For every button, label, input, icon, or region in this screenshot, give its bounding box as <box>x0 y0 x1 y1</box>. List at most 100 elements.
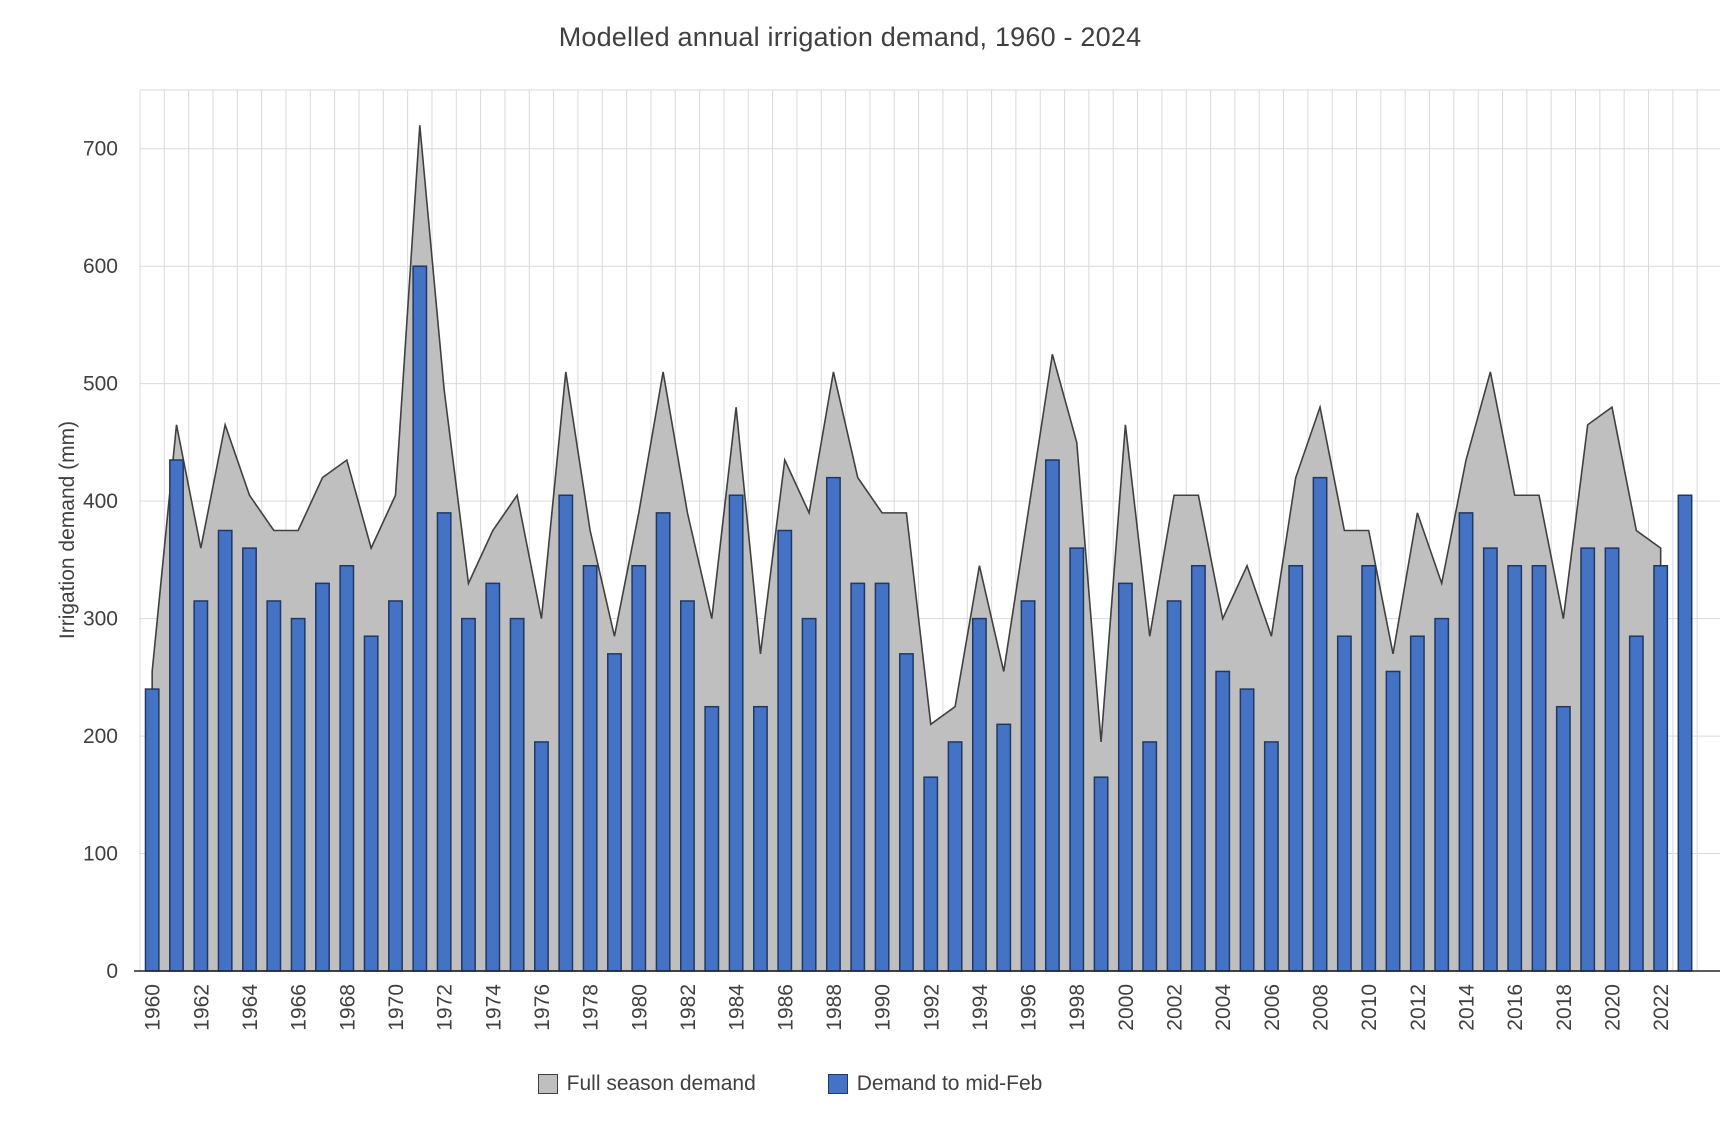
x-tick-label: 1978 <box>580 984 603 1031</box>
bar-demand-mid-feb <box>1239 688 1255 972</box>
bar-demand-mid-feb <box>971 617 987 972</box>
bar-demand-mid-feb <box>1288 564 1304 972</box>
bar-demand-mid-feb <box>1142 741 1158 972</box>
bar-demand-mid-feb <box>1580 547 1596 972</box>
bar-demand-mid-feb <box>193 600 209 972</box>
bar-demand-mid-feb <box>315 582 330 972</box>
bar-demand-mid-feb <box>728 494 744 972</box>
x-tick-label: 2018 <box>1553 984 1576 1031</box>
x-tick-label: 1960 <box>142 984 165 1031</box>
bar-demand-mid-feb <box>1482 547 1498 972</box>
bar-demand-mid-feb <box>947 741 963 972</box>
bar-demand-mid-feb <box>825 476 841 972</box>
x-tick-label: 2010 <box>1358 984 1381 1031</box>
bar-demand-mid-feb <box>436 512 452 972</box>
x-tick-label: 1970 <box>385 984 408 1031</box>
bar-demand-mid-feb <box>1069 547 1085 972</box>
legend-label-full-season: Full season demand <box>566 1072 756 1095</box>
chart-title: Modelled annual irrigation demand, 1960 … <box>558 22 1142 52</box>
bar-demand-mid-feb <box>680 600 695 972</box>
bar-demand-mid-feb <box>1361 564 1377 972</box>
bar-demand-mid-feb <box>631 564 647 972</box>
x-tick-label: 1980 <box>628 984 651 1031</box>
bar-demand-mid-feb <box>1434 617 1450 972</box>
bar-demand-mid-feb <box>363 635 379 972</box>
bar-demand-mid-feb <box>1409 635 1425 972</box>
bar-demand-mid-feb <box>1020 600 1036 972</box>
x-tick-label: 1972 <box>434 984 457 1031</box>
bar-demand-mid-feb <box>655 512 671 972</box>
bar-demand-mid-feb <box>1117 582 1133 972</box>
bar-demand-mid-feb <box>704 705 720 972</box>
bar-demand-mid-feb <box>923 776 939 972</box>
bar-demand-mid-feb <box>144 688 160 972</box>
bar-demand-mid-feb <box>1093 776 1109 972</box>
bar-demand-mid-feb <box>1044 459 1060 972</box>
bar-demand-mid-feb <box>1166 600 1182 972</box>
bar-demand-mid-feb <box>558 494 574 972</box>
bar-demand-mid-feb <box>242 547 257 972</box>
x-tick-label: 1968 <box>336 984 359 1031</box>
x-tick-label: 1992 <box>920 984 943 1031</box>
bar-demand-mid-feb <box>461 617 476 972</box>
bar-demand-mid-feb <box>1628 635 1644 972</box>
bar-demand-mid-feb <box>752 705 768 972</box>
legend-swatch-bar-icon <box>827 1074 848 1094</box>
x-tick-label: 2012 <box>1407 984 1430 1031</box>
x-tick-label: 1988 <box>823 984 846 1031</box>
bar-demand-mid-feb <box>607 653 622 972</box>
bar-demand-mid-feb <box>1263 741 1279 972</box>
bar-demand-mid-feb <box>1336 635 1352 972</box>
x-tick-label: 2006 <box>1261 984 1284 1031</box>
bar-demand-mid-feb <box>1653 564 1669 972</box>
bar-demand-mid-feb <box>388 600 403 972</box>
y-tick-label: 100 <box>83 843 118 866</box>
y-tick-label: 500 <box>83 373 118 396</box>
legend: Full season demand Demand to mid-Feb <box>0 1072 1580 1096</box>
legend-item-mid-feb: Demand to mid-Feb <box>827 1072 1043 1096</box>
y-tick-label: 0 <box>106 960 118 983</box>
bar-demand-mid-feb <box>1555 705 1571 972</box>
x-tick-label: 1998 <box>1066 984 1089 1031</box>
x-tick-label: 1990 <box>872 984 895 1031</box>
bar-demand-mid-feb <box>509 617 525 972</box>
x-tick-label: 2020 <box>1602 984 1625 1031</box>
y-axis-title: Irrigation demand (mm) <box>56 420 79 640</box>
x-tick-label: 1982 <box>677 984 700 1031</box>
x-tick-label: 1984 <box>726 984 749 1031</box>
x-tick-label: 1962 <box>190 984 213 1031</box>
y-tick-label: 300 <box>83 608 118 631</box>
bar-demand-mid-feb <box>850 582 866 972</box>
bar-demand-mid-feb <box>1458 512 1474 972</box>
bar-demand-mid-feb <box>1531 564 1547 972</box>
legend-label-mid-feb: Demand to mid-Feb <box>856 1072 1043 1095</box>
x-tick-label: 1996 <box>1018 984 1041 1031</box>
legend-item-full-season: Full season demand <box>537 1072 756 1096</box>
y-tick-label: 200 <box>83 725 118 748</box>
x-tick-label: 2008 <box>1310 984 1333 1031</box>
bar-demand-mid-feb <box>1215 670 1231 972</box>
bar-demand-mid-feb <box>898 653 914 972</box>
bar-demand-mid-feb <box>1312 476 1328 972</box>
x-tick-label: 2014 <box>1456 984 1479 1031</box>
bar-demand-mid-feb <box>266 600 282 972</box>
bar-demand-mid-feb <box>801 617 817 972</box>
bar-demand-mid-feb <box>534 741 549 972</box>
x-tick-label: 1986 <box>774 984 797 1031</box>
bar-demand-mid-feb <box>582 564 598 972</box>
legend-swatch-area-icon <box>537 1074 558 1094</box>
y-tick-label: 400 <box>83 490 118 513</box>
y-tick-label: 700 <box>83 138 118 161</box>
x-tick-label: 1994 <box>969 984 992 1031</box>
bar-demand-mid-feb <box>1385 670 1401 972</box>
bar-demand-mid-feb <box>1677 494 1693 972</box>
x-tick-label: 2022 <box>1650 984 1673 1031</box>
bar-demand-mid-feb <box>874 582 890 972</box>
bar-demand-mid-feb <box>1604 547 1620 972</box>
bar-demand-mid-feb <box>1190 564 1206 972</box>
bar-demand-mid-feb <box>996 723 1012 972</box>
x-tick-label: 2002 <box>1164 984 1187 1031</box>
x-tick-label: 1966 <box>288 984 311 1031</box>
